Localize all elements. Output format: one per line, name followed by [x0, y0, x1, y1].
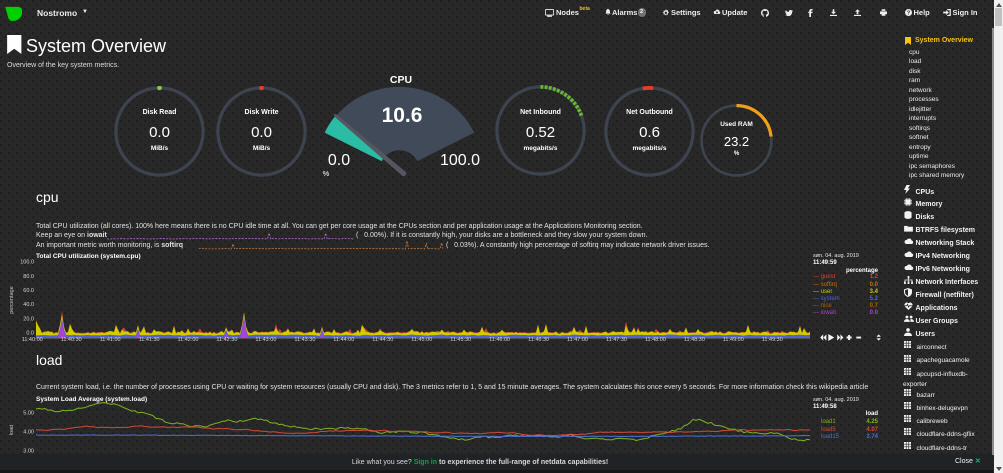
svg-text:11:45:30: 11:45:30: [450, 337, 471, 343]
svg-text:11:40:00: 11:40:00: [22, 337, 43, 343]
svg-text:11:40:30: 11:40:30: [61, 337, 82, 343]
svg-text:11:47:30: 11:47:30: [606, 337, 627, 343]
svg-text:20.0: 20.0: [23, 316, 34, 322]
svg-text:3.00: 3.00: [23, 448, 34, 454]
svg-text:11:46:00: 11:46:00: [489, 337, 510, 343]
svg-text:0.0: 0.0: [26, 330, 34, 336]
svg-text:11:43:30: 11:43:30: [294, 337, 315, 343]
svg-text:40.0: 40.0: [23, 302, 34, 308]
svg-text:4.00: 4.00: [23, 429, 34, 435]
svg-text:11:44:30: 11:44:30: [372, 337, 393, 343]
svg-text:11:48:30: 11:48:30: [684, 337, 705, 343]
svg-text:11:46:30: 11:46:30: [528, 337, 549, 343]
svg-text:11:47:00: 11:47:00: [567, 337, 588, 343]
svg-text:11:48:00: 11:48:00: [645, 337, 666, 343]
svg-text:?: ?: [906, 10, 910, 16]
svg-text:11:44:00: 11:44:00: [333, 337, 354, 343]
svg-text:11:42:30: 11:42:30: [216, 337, 237, 343]
svg-text:80.0: 80.0: [23, 274, 34, 280]
svg-text:11:49:30: 11:49:30: [762, 337, 783, 343]
svg-text:60.0: 60.0: [23, 288, 34, 294]
svg-text:5.00: 5.00: [23, 410, 34, 416]
svg-text:11:42:00: 11:42:00: [177, 337, 198, 343]
svg-text:100.0: 100.0: [20, 260, 34, 266]
svg-text:11:41:30: 11:41:30: [139, 337, 160, 343]
svg-text:11:41:00: 11:41:00: [100, 337, 121, 343]
svg-text:11:45:00: 11:45:00: [411, 337, 432, 343]
svg-text:11:43:00: 11:43:00: [255, 337, 276, 343]
svg-text:11:49:00: 11:49:00: [723, 337, 744, 343]
